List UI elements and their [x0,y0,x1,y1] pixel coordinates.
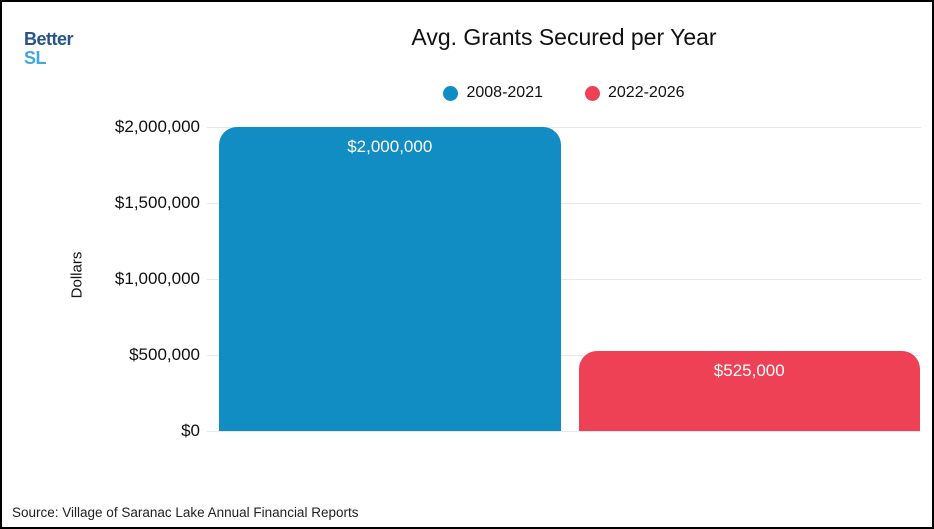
legend-label: 2022-2026 [608,84,685,101]
legend-label: 2008-2021 [466,84,543,101]
legend-dot-icon [585,85,600,101]
gridline [207,126,921,128]
y-tick-label: $0 [181,421,200,440]
chart-title: Avg. Grants Secured per Year [411,24,717,50]
gridline [207,278,921,280]
plot-area: $2,000,000 $525,000 [207,126,921,432]
legend-item-2008-2021: 2008-2021 [443,84,543,102]
bar-value-label: $525,000 [713,361,785,381]
y-tick-label: $2,000,000 [114,117,200,136]
chart-legend: 2008-2021 2022-2026 [207,84,921,102]
bar-2008-2021: $2,000,000 [219,127,561,431]
y-tick-label: $500,000 [129,345,200,364]
y-tick-label: $1,500,000 [114,193,200,212]
legend-item-2022-2026: 2022-2026 [585,84,685,102]
better-sl-logo: Better SL [24,29,74,68]
gridline [207,354,921,356]
y-axis-ticks: $0 $500,000 $1,000,000 $1,500,000 $2,000,000 [2,117,200,440]
bar-2022-2026: $525,000 [578,351,920,431]
bar-value-label: $2,000,000 [347,137,433,156]
logo-line1: Better [24,29,74,49]
gridline [207,430,921,432]
logo-line2: SL [24,47,47,68]
gridline [207,202,921,204]
source-note: Source: Village of Saranac Lake Annual F… [12,505,359,520]
y-tick-label: $1,000,000 [114,269,200,288]
legend-dot-icon [443,85,459,101]
